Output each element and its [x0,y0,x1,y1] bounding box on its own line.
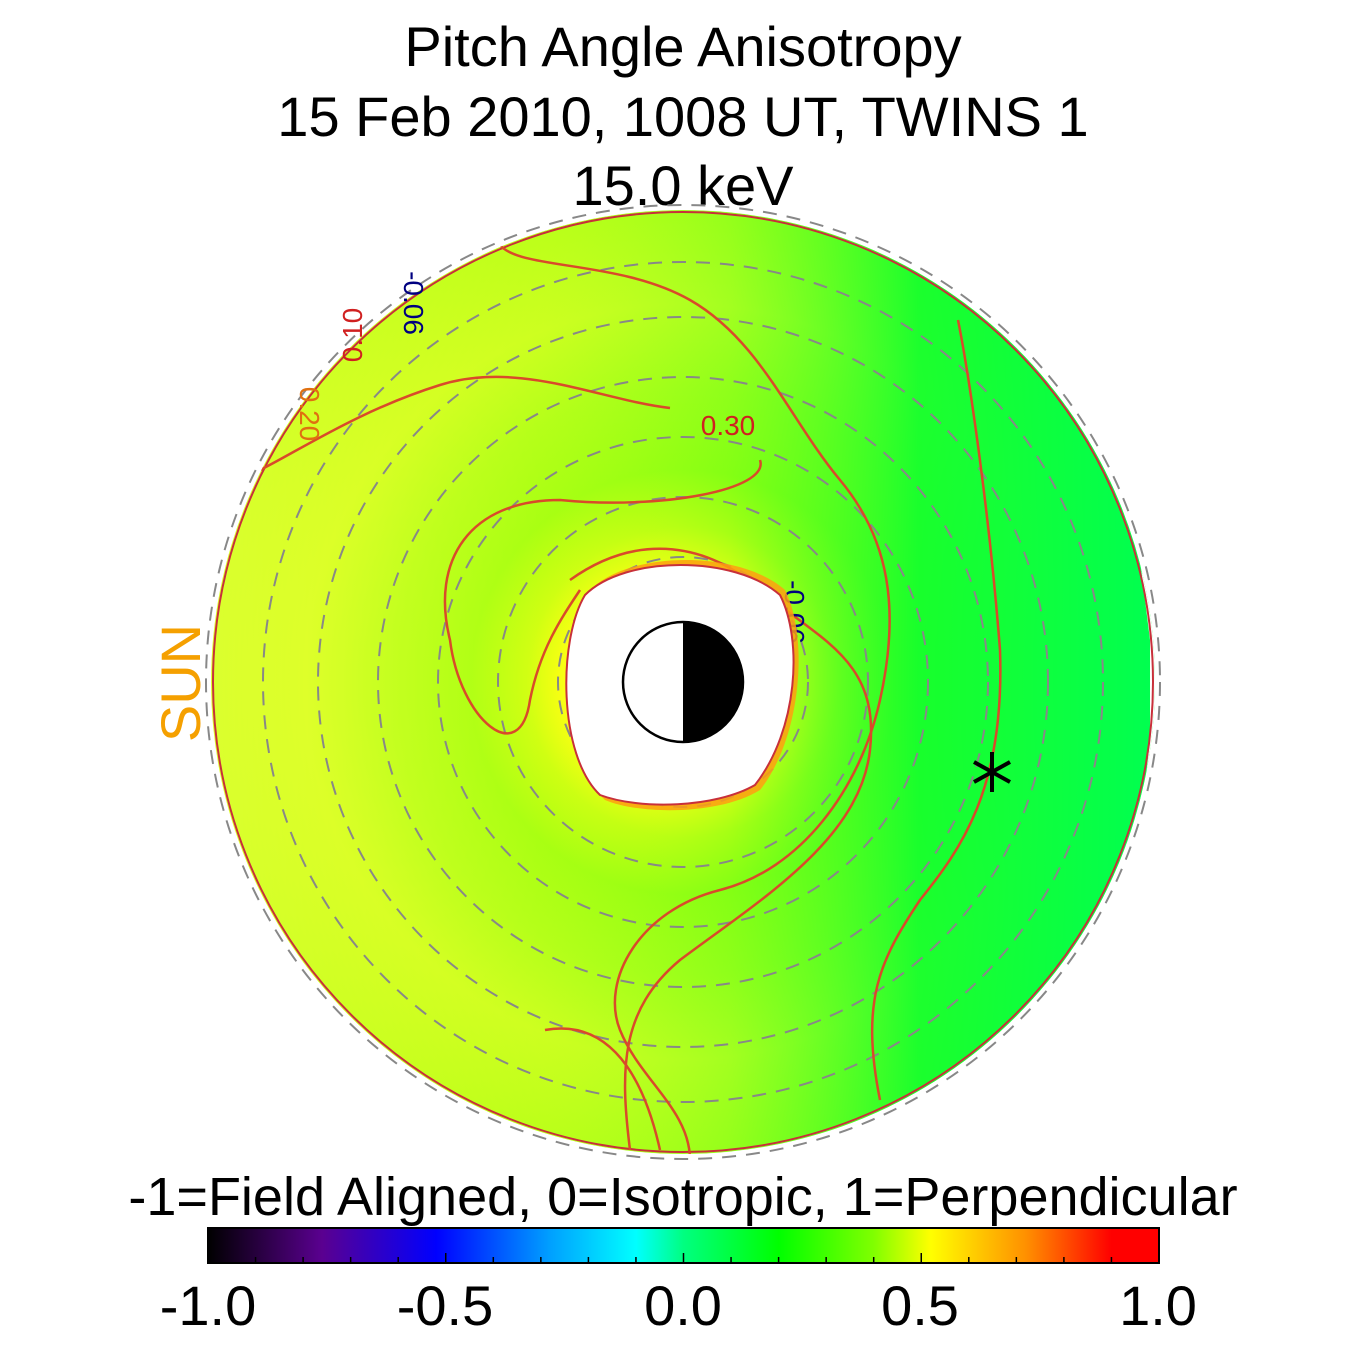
contour-label-neg-0.06-top: -0.06 [398,271,429,335]
title-line-3: 15.0 keV [572,154,794,217]
grid-circle-4 [377,376,989,988]
sun-label: SUN [149,624,212,742]
colorbar-tick-label: -1.0 [160,1274,257,1337]
map-boundary [212,211,1154,1153]
grid-circle-6 [262,261,1104,1103]
spacecraft-star-icon [973,752,1011,792]
colorbar-tick-label: 1.0 [1119,1274,1197,1337]
colorbar-tick-label: -0.5 [397,1274,494,1337]
colorbar-label: -1=Field Aligned, 0=Isotropic, 1=Perpend… [128,1167,1237,1227]
title-line-2: 15 Feb 2010, 1008 UT, TWINS 1 [277,85,1088,148]
contour-label-0.20: 0.20 [294,387,325,442]
earth-night-side [683,622,743,742]
earth-symbol [621,620,745,744]
contour-labels: 0.30 0.10 0.20 -0.06 -0.06 [294,271,810,644]
grid-circles [205,204,1161,1160]
contour-line-4 [443,459,762,735]
colorbar-tick-label: 0.5 [881,1274,959,1337]
contour-line-6 [544,1027,662,1151]
grid-circle-3 [437,436,929,928]
grid-circle-5 [317,316,1049,1048]
grid-circle-7 [205,204,1161,1160]
contour-line-5 [870,319,1002,1101]
colorbar-ticks: -1.0 -0.5 0.0 0.5 1.0 [160,1274,1197,1337]
contour-label-0.30: 0.30 [701,410,756,441]
contour-line-2 [259,375,671,472]
colorbar-tick-label: 0.0 [644,1274,722,1337]
star-stroke-diag-2 [973,760,1011,784]
title-line-1: Pitch Angle Anisotropy [404,15,961,78]
contour-line-3 [569,547,873,1151]
colorbar-minor-ticks [207,1253,1160,1263]
contour-label-0.10: 0.10 [337,308,368,363]
contour-line-1 [499,244,891,1154]
